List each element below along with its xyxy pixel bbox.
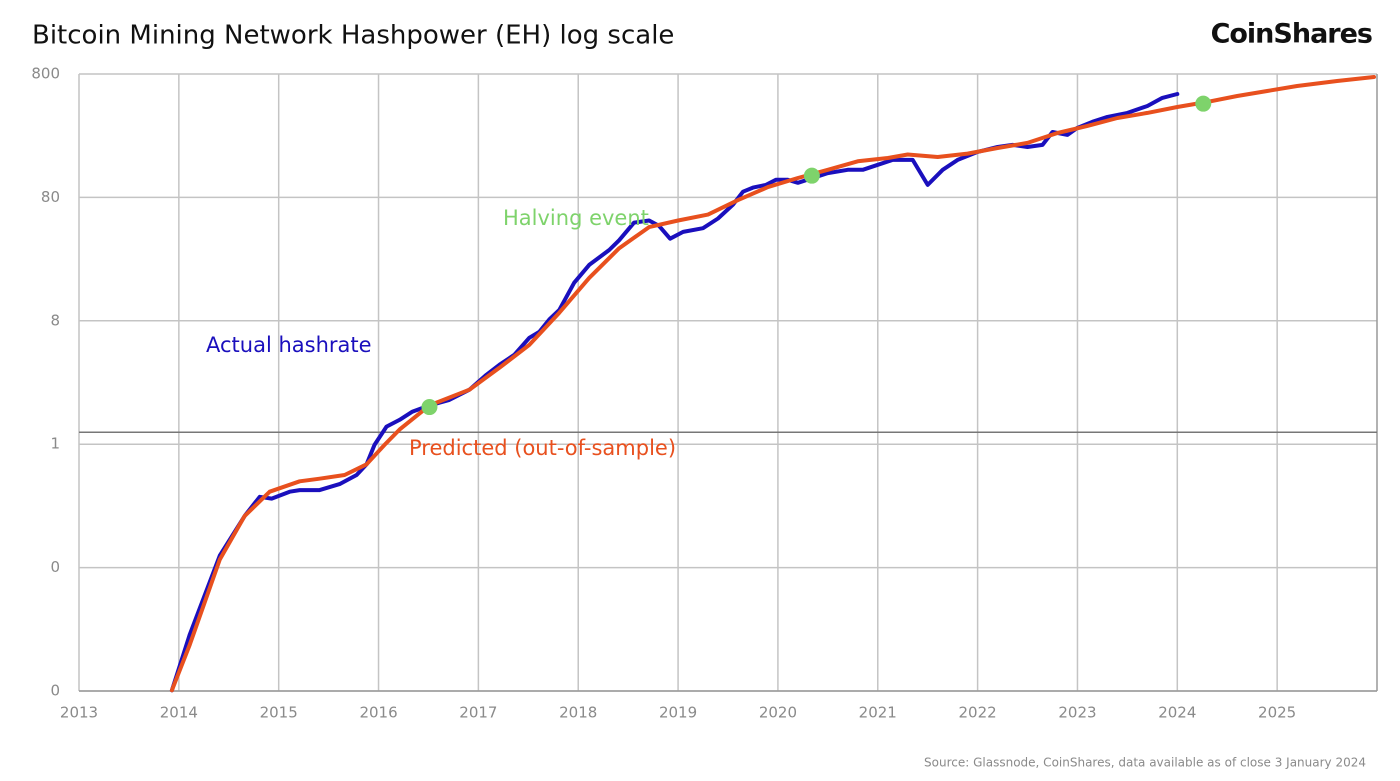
source-note: Source: Glassnode, CoinShares, data avai… (924, 756, 1366, 770)
data-line (169, 75, 1376, 693)
x-tick-label: 2021 (859, 704, 897, 722)
x-tick-label: 2015 (260, 704, 298, 722)
series-label: Actual hashrate (206, 333, 372, 357)
y-tick-label: 80 (41, 188, 60, 206)
y-tick-label: 0 (50, 682, 60, 700)
data-line (169, 92, 1180, 693)
x-tick-label: 2019 (659, 704, 697, 722)
x-tick-label: 2020 (759, 704, 797, 722)
y-tick-label: 0 (50, 558, 60, 576)
halving-point (803, 167, 820, 184)
x-tick-label: 2022 (959, 704, 997, 722)
brand-logo: CoinShares (1211, 19, 1372, 50)
y-tick-label: 8 (50, 311, 60, 329)
series-label: Halving event (503, 206, 649, 230)
chart-title: Bitcoin Mining Network Hashpower (EH) lo… (32, 21, 674, 51)
x-tick-label: 2018 (559, 704, 597, 722)
halving-point (1195, 95, 1212, 112)
y-tick-label: 1 (50, 435, 60, 453)
x-tick-label: 2016 (359, 704, 397, 722)
x-tick-label: 2025 (1258, 704, 1296, 722)
x-tick-label: 2017 (459, 704, 497, 722)
x-tick-label: 2024 (1158, 704, 1196, 722)
x-tick-label: 2023 (1058, 704, 1096, 722)
x-tick-label: 2014 (160, 704, 198, 722)
halving-point (421, 399, 438, 416)
series-label: Predicted (out-of-sample) (409, 436, 676, 460)
x-tick-label: 2013 (60, 704, 98, 722)
y-tick-label: 800 (31, 65, 60, 83)
